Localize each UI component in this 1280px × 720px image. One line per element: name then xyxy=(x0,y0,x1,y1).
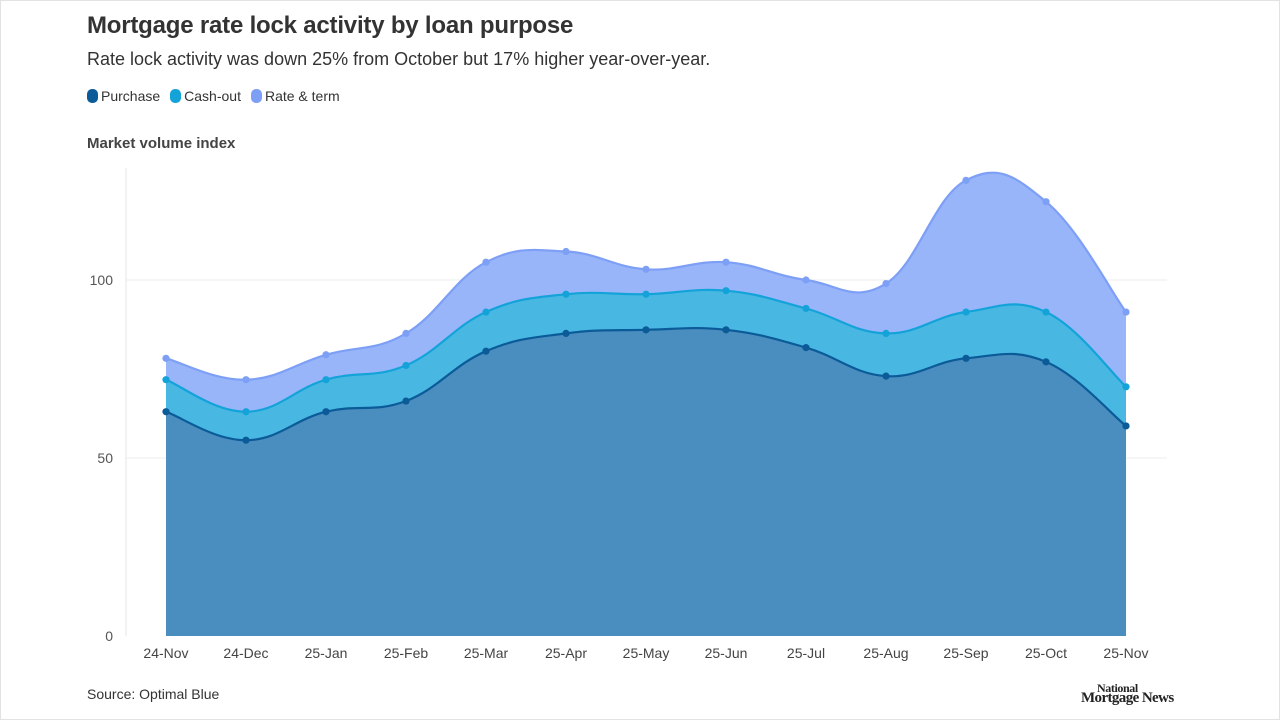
point-cash-out-25-Aug xyxy=(882,329,890,337)
point-rate-term-25-Feb xyxy=(402,329,410,337)
point-purchase-25-Apr xyxy=(562,329,570,337)
legend-item-cash-out[interactable]: Cash-out xyxy=(170,88,241,104)
chart-legend: Purchase Cash-out Rate & term xyxy=(87,88,340,104)
point-rate-term-25-May xyxy=(642,265,650,273)
x-tick-label-25-Jan: 25-Jan xyxy=(305,645,348,661)
source-note: Source: Optimal Blue xyxy=(87,686,220,702)
x-tick-label-25-Jun: 25-Jun xyxy=(705,645,748,661)
point-rate-term-25-Aug xyxy=(882,279,890,288)
point-purchase-25-Nov xyxy=(1122,422,1130,430)
point-cash-out-25-Oct xyxy=(1042,308,1050,316)
point-rate-term-25-Jan xyxy=(322,351,330,359)
point-purchase-25-Sep xyxy=(962,354,970,362)
x-tick-label-25-Jul: 25-Jul xyxy=(787,645,825,661)
legend-item-rate-term[interactable]: Rate & term xyxy=(250,88,340,104)
legend-item-purchase[interactable]: Purchase xyxy=(87,88,160,104)
x-tick-label-25-May: 25-May xyxy=(623,645,670,661)
point-cash-out-25-May xyxy=(642,290,650,298)
chart-subtitle: Rate lock activity was down 25% from Oct… xyxy=(87,49,711,69)
point-purchase-25-Jan xyxy=(322,408,330,416)
point-cash-out-25-Jun xyxy=(722,287,730,295)
point-purchase-25-Jul xyxy=(802,344,810,352)
x-tick-label-25-Oct: 25-Oct xyxy=(1025,645,1067,661)
point-purchase-25-Oct xyxy=(1042,358,1050,366)
legend-swatch-cash-out xyxy=(170,89,182,103)
point-purchase-25-Feb xyxy=(402,397,410,405)
legend-swatch-purchase xyxy=(87,89,98,103)
logo-line-1: National xyxy=(1097,681,1138,695)
legend-label-cash-out: Cash-out xyxy=(184,88,241,104)
point-rate-term-25-Sep xyxy=(962,176,970,184)
legend-label-rate-term: Rate & term xyxy=(264,88,340,104)
point-cash-out-25-Apr xyxy=(562,290,570,298)
point-rate-term-25-Mar xyxy=(482,258,490,266)
legend-swatch-rate-term xyxy=(250,89,262,103)
x-tick-label-25-Sep: 25-Sep xyxy=(943,645,988,661)
point-purchase-25-Aug xyxy=(882,372,890,380)
area-purchase xyxy=(166,328,1126,636)
x-tick-label-24-Dec: 24-Dec xyxy=(223,645,268,661)
point-cash-out-24-Nov xyxy=(162,376,170,384)
y-axis-label: Market volume index xyxy=(87,135,236,152)
y-tick-label-100: 100 xyxy=(90,272,114,288)
x-tick-label-25-Apr: 25-Apr xyxy=(545,645,587,661)
point-cash-out-25-Sep xyxy=(962,308,970,316)
x-tick-label-24-Nov: 24-Nov xyxy=(143,645,188,661)
x-tick-label-25-Aug: 25-Aug xyxy=(863,645,908,661)
point-rate-term-25-Jul xyxy=(802,276,810,284)
point-rate-term-25-Apr xyxy=(562,247,570,256)
point-purchase-25-Jun xyxy=(722,326,730,334)
x-tick-label-25-Feb: 25-Feb xyxy=(384,645,429,661)
point-rate-term-25-Oct xyxy=(1042,198,1050,206)
point-rate-term-24-Dec xyxy=(242,376,250,384)
point-purchase-25-May xyxy=(642,326,650,334)
logo-line-2: Mortgage News xyxy=(1081,690,1174,706)
point-rate-term-25-Nov xyxy=(1122,308,1130,316)
x-tick-label-25-Nov: 25-Nov xyxy=(1103,645,1148,661)
point-cash-out-24-Dec xyxy=(242,408,250,416)
point-rate-term-24-Nov xyxy=(162,354,170,362)
y-tick-label-50: 50 xyxy=(97,450,113,466)
legend-label-purchase: Purchase xyxy=(101,88,161,104)
point-cash-out-25-Jan xyxy=(322,376,330,384)
point-cash-out-25-Nov xyxy=(1122,383,1130,391)
point-rate-term-25-Jun xyxy=(722,258,730,266)
y-tick-label-0: 0 xyxy=(105,628,113,644)
point-purchase-24-Dec xyxy=(242,436,250,444)
point-cash-out-25-Mar xyxy=(482,308,490,316)
point-cash-out-25-Jul xyxy=(802,304,810,313)
chart-title: Mortgage rate lock activity by loan purp… xyxy=(87,12,574,39)
x-tick-label-25-Mar: 25-Mar xyxy=(464,645,509,661)
point-purchase-25-Mar xyxy=(482,347,490,355)
point-cash-out-25-Feb xyxy=(402,361,410,370)
publisher-logo: National Mortgage News xyxy=(1081,681,1195,707)
point-purchase-24-Nov xyxy=(162,408,170,416)
